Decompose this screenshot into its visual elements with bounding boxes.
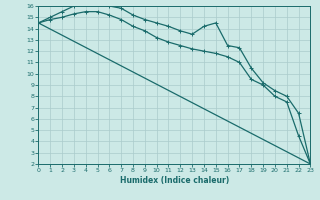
X-axis label: Humidex (Indice chaleur): Humidex (Indice chaleur) [120,176,229,185]
